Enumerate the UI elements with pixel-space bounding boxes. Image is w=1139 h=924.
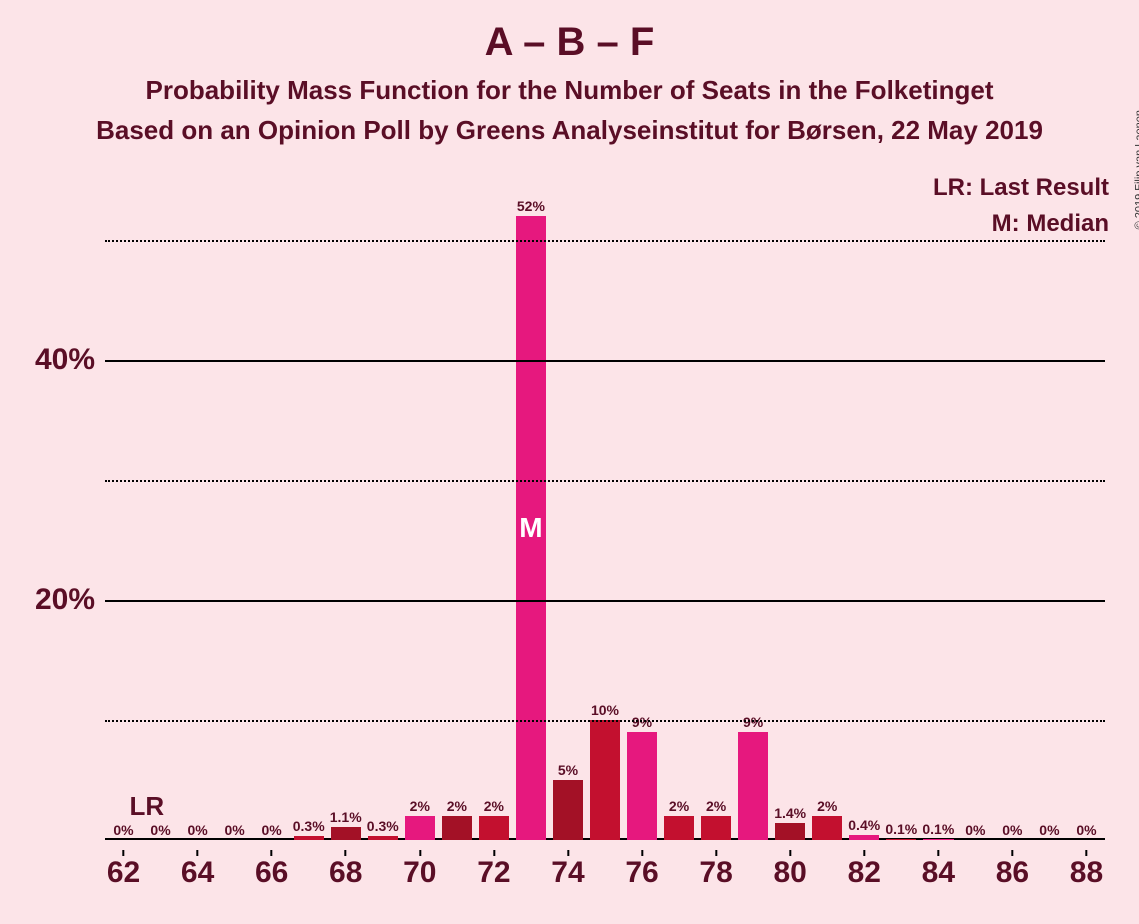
bar-70: 2%: [405, 816, 435, 840]
bar-72: 2%: [479, 816, 509, 840]
bar-77: 2%: [664, 816, 694, 840]
x-axis-ticks: 62 64 66 68 70 72 74 76 78 80 82 84 86 88: [105, 846, 1105, 906]
bar-75: 10%: [590, 720, 620, 840]
bar-79: 9%: [738, 732, 768, 840]
x-tick-86: 86: [996, 856, 1029, 890]
x-tick-66: 66: [255, 856, 288, 890]
bar-value-label: 1.1%: [330, 809, 362, 825]
y-axis-label: 20%: [35, 583, 95, 617]
chart-title: A – B – F: [0, 20, 1139, 65]
x-tick-68: 68: [329, 856, 362, 890]
bar-value-label: 0%: [113, 822, 133, 838]
bar-value-label: 0.1%: [922, 821, 954, 837]
x-tick-88: 88: [1070, 856, 1103, 890]
bar-value-label: 2%: [669, 798, 689, 814]
bar-value-label: 0%: [965, 822, 985, 838]
bar-value-label: 2%: [484, 798, 504, 814]
bar-value-label: 0.1%: [885, 821, 917, 837]
bar-71: 2%: [442, 816, 472, 840]
copyright-text: © 2019 Filip van Laenen: [1133, 110, 1139, 229]
bar-value-label: 0%: [187, 822, 207, 838]
bar-value-label: 9%: [743, 714, 763, 730]
bar-value-label: 2%: [410, 798, 430, 814]
y-axis-label: 40%: [35, 343, 95, 377]
x-tick-74: 74: [551, 856, 584, 890]
bar-value-label: 0%: [1002, 822, 1022, 838]
bar-value-label: 0.3%: [367, 818, 399, 834]
x-tick-62: 62: [107, 856, 140, 890]
median-marker: M: [519, 512, 542, 544]
bar-value-label: 9%: [632, 714, 652, 730]
bar-value-label: 0%: [224, 822, 244, 838]
bar-value-label: 5%: [558, 762, 578, 778]
bar-value-label: 0%: [1076, 822, 1096, 838]
bar-value-label: 0.4%: [848, 817, 880, 833]
x-tick-78: 78: [699, 856, 732, 890]
bar-80: 1.4%: [775, 823, 805, 840]
bar-value-label: 0%: [150, 822, 170, 838]
bar-81: 2%: [812, 816, 842, 840]
x-tick-80: 80: [773, 856, 806, 890]
bar-73: 52%M: [516, 216, 546, 840]
x-tick-72: 72: [477, 856, 510, 890]
chart-subtitle-2: Based on an Opinion Poll by Greens Analy…: [0, 115, 1139, 146]
bar-value-label: 0%: [1039, 822, 1059, 838]
bar-69: 0.3%: [368, 836, 398, 840]
bar-74: 5%: [553, 780, 583, 840]
bar-value-label: 0%: [262, 822, 282, 838]
plot-area: 0%0%0%0%0%0.3%1.1%0.3%2%2%2%52%M5%10%9%2…: [105, 180, 1105, 840]
bar-76: 9%: [627, 732, 657, 840]
chart-container: A – B – F Probability Mass Function for …: [0, 0, 1139, 924]
bar-value-label: 2%: [447, 798, 467, 814]
bar-value-label: 1.4%: [774, 805, 806, 821]
x-tick-82: 82: [848, 856, 881, 890]
bars-layer: 0%0%0%0%0%0.3%1.1%0.3%2%2%2%52%M5%10%9%2…: [105, 180, 1105, 840]
bar-83: 0.1%: [886, 839, 916, 840]
x-tick-64: 64: [181, 856, 214, 890]
last-result-marker: LR: [130, 791, 165, 822]
bar-value-label: 10%: [591, 702, 619, 718]
bar-67: 0.3%: [294, 836, 324, 840]
x-tick-84: 84: [922, 856, 955, 890]
chart-subtitle-1: Probability Mass Function for the Number…: [0, 75, 1139, 106]
x-tick-76: 76: [625, 856, 658, 890]
bar-value-label: 0.3%: [293, 818, 325, 834]
bar-value-label: 2%: [706, 798, 726, 814]
bar-value-label: 2%: [817, 798, 837, 814]
bar-84: 0.1%: [923, 839, 953, 840]
bar-68: 1.1%: [331, 827, 361, 840]
bar-value-label: 52%: [517, 198, 545, 214]
bar-78: 2%: [701, 816, 731, 840]
x-tick-70: 70: [403, 856, 436, 890]
bar-82: 0.4%: [849, 835, 879, 840]
